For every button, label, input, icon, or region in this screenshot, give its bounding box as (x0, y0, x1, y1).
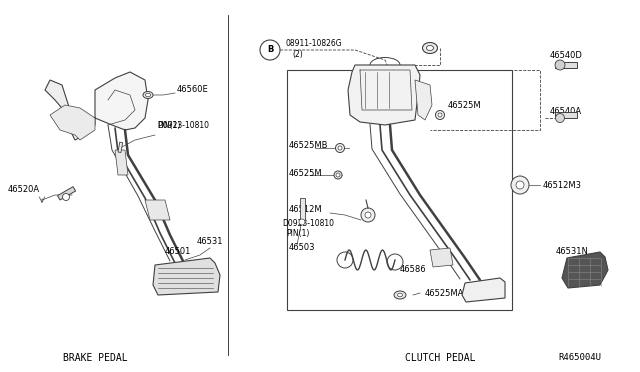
Polygon shape (462, 278, 505, 302)
Ellipse shape (335, 144, 344, 153)
Ellipse shape (422, 42, 438, 54)
Text: 46531: 46531 (197, 237, 223, 247)
Bar (287, 70, 512, 310)
Circle shape (299, 219, 305, 225)
Bar (118, 142, 123, 153)
Ellipse shape (394, 291, 406, 299)
Polygon shape (562, 252, 608, 288)
Ellipse shape (334, 171, 342, 179)
Bar (555, 112, 577, 118)
Text: (2): (2) (292, 51, 303, 60)
Text: 46525M: 46525M (448, 100, 482, 109)
Ellipse shape (397, 293, 403, 297)
Ellipse shape (338, 146, 342, 150)
Text: 46501: 46501 (165, 247, 191, 257)
Text: 46540D: 46540D (550, 51, 583, 60)
Text: 46560E: 46560E (177, 86, 209, 94)
Text: PIN(1): PIN(1) (286, 229, 309, 238)
Ellipse shape (426, 45, 433, 51)
Text: PIN(1): PIN(1) (157, 110, 180, 130)
Ellipse shape (438, 113, 442, 117)
Text: 46512M3: 46512M3 (543, 180, 582, 189)
Text: CLUTCH PEDAL: CLUTCH PEDAL (404, 353, 476, 363)
Polygon shape (50, 105, 95, 140)
Circle shape (361, 208, 375, 222)
Polygon shape (348, 65, 420, 125)
Text: 46540A: 46540A (550, 108, 582, 116)
Polygon shape (45, 80, 72, 120)
Polygon shape (145, 200, 170, 220)
Text: 46531N: 46531N (556, 247, 589, 257)
Circle shape (63, 193, 70, 201)
Text: 46525MB: 46525MB (289, 141, 328, 150)
Text: 46503: 46503 (289, 244, 316, 253)
Ellipse shape (145, 93, 150, 97)
Circle shape (555, 60, 565, 70)
Circle shape (365, 212, 371, 218)
Ellipse shape (556, 113, 564, 122)
Circle shape (511, 176, 529, 194)
Text: D0923-10810: D0923-10810 (282, 219, 334, 228)
Polygon shape (430, 248, 453, 267)
Text: B: B (267, 45, 273, 55)
Ellipse shape (336, 173, 340, 177)
Polygon shape (415, 80, 432, 120)
Text: 46586: 46586 (400, 266, 427, 275)
Circle shape (516, 181, 524, 189)
Text: 46525MA: 46525MA (425, 289, 465, 298)
Polygon shape (115, 150, 128, 175)
Text: R465004U: R465004U (559, 353, 602, 362)
Text: 46512M: 46512M (289, 205, 323, 215)
Ellipse shape (143, 92, 153, 99)
Polygon shape (70, 72, 148, 140)
Text: BRAKE PEDAL: BRAKE PEDAL (63, 353, 127, 363)
Text: 08911-10826G: 08911-10826G (285, 38, 342, 48)
Circle shape (260, 40, 280, 60)
Bar (555, 62, 577, 68)
Polygon shape (153, 258, 220, 295)
Text: D0923-10810: D0923-10810 (157, 121, 209, 130)
Ellipse shape (435, 110, 445, 119)
Text: 46520A: 46520A (8, 186, 40, 195)
Bar (58, 187, 76, 200)
Text: 46525M: 46525M (289, 169, 323, 177)
Bar (300, 198, 305, 220)
